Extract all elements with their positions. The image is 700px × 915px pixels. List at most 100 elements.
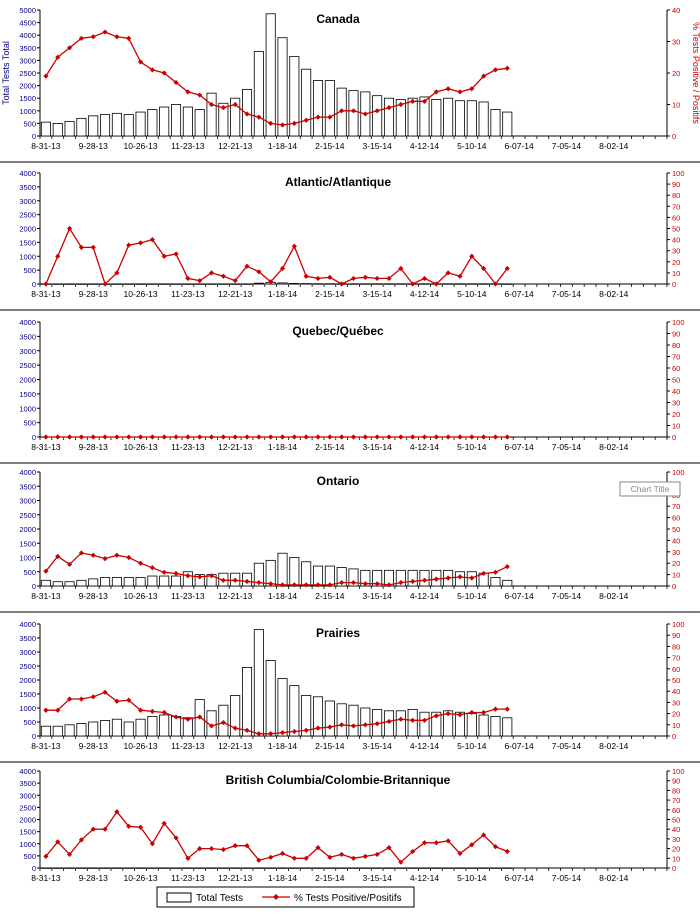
bar-total-tests xyxy=(419,96,430,137)
bar-total-tests xyxy=(194,283,205,285)
left-tick-label: 2000 xyxy=(19,816,36,825)
marker-pct-positive xyxy=(374,434,380,440)
bar-total-tests xyxy=(76,283,87,285)
marker-pct-positive xyxy=(173,714,179,720)
right-tick-label: 10 xyxy=(672,854,680,863)
marker-pct-positive xyxy=(185,716,191,722)
chart-title: British Columbia/Colombie-Britannique xyxy=(226,773,451,787)
left-tick-label: 2000 xyxy=(19,376,36,385)
marker-pct-positive xyxy=(457,273,463,279)
marker-pct-positive xyxy=(208,434,215,440)
right-tick-label: 100 xyxy=(672,620,685,629)
bar-total-tests xyxy=(218,283,229,285)
bar-total-tests xyxy=(478,714,489,737)
marker-pct-positive xyxy=(268,434,274,440)
bar-total-tests xyxy=(64,867,75,869)
marker-pct-positive xyxy=(43,568,49,574)
left-tick-label: 3000 xyxy=(19,648,36,657)
marker-pct-positive xyxy=(445,838,451,844)
x-tick-label: 8-31-13 xyxy=(31,289,61,299)
left-tick-label: 0 xyxy=(32,132,36,141)
marker-pct-positive xyxy=(398,265,404,272)
bar-total-tests xyxy=(395,569,406,587)
bar-total-tests xyxy=(76,117,87,137)
marker-pct-positive xyxy=(268,581,274,587)
bar-total-tests xyxy=(466,100,477,137)
left-tick-label: 4000 xyxy=(19,468,36,477)
marker-pct-positive xyxy=(421,98,428,104)
right-tick-label: 40 xyxy=(672,825,680,834)
bar-total-tests xyxy=(478,867,489,869)
marker-pct-positive xyxy=(421,434,428,440)
right-tick-label: 40 xyxy=(672,236,680,245)
marker-pct-positive xyxy=(197,714,203,720)
bar-total-tests xyxy=(230,695,241,737)
marker-pct-positive xyxy=(43,853,49,859)
right-tick-label: 10 xyxy=(672,422,680,431)
x-tick-label: 8-02-14 xyxy=(599,873,629,883)
marker-pct-positive xyxy=(232,278,238,284)
marker-pct-positive xyxy=(315,582,321,588)
marker-pct-positive xyxy=(78,550,85,556)
x-tick-label: 7-05-14 xyxy=(552,873,582,883)
left-tick-label: 2500 xyxy=(19,361,36,370)
bar-total-tests xyxy=(383,97,395,137)
left-tick-label: 2000 xyxy=(19,225,36,234)
marker-pct-positive xyxy=(90,34,96,40)
marker-pct-positive xyxy=(386,845,392,851)
bar-total-tests xyxy=(242,867,253,869)
right-tick-label: 40 xyxy=(672,6,680,15)
marker-pct-positive xyxy=(102,556,108,562)
marker-pct-positive xyxy=(445,434,451,440)
marker-pct-positive xyxy=(398,716,404,722)
x-tick-label: 11-23-13 xyxy=(171,591,205,601)
right-tick-label: 60 xyxy=(672,213,680,222)
bar-total-tests xyxy=(490,109,501,137)
marker-pct-positive xyxy=(244,727,250,733)
marker-pct-positive xyxy=(173,79,179,86)
legend-bar-label: Total Tests xyxy=(196,893,243,904)
marker-pct-positive xyxy=(78,434,85,440)
bar-total-tests xyxy=(443,283,454,285)
left-tick-label: 4000 xyxy=(19,620,36,629)
right-tick-label: 90 xyxy=(672,330,680,339)
x-tick-label: 6-07-14 xyxy=(504,591,534,601)
bar-total-tests xyxy=(40,867,51,869)
marker-pct-positive xyxy=(469,253,475,259)
chart-title: Quebec/Québec xyxy=(292,324,384,338)
right-tick-label: 0 xyxy=(672,582,676,591)
marker-pct-positive xyxy=(398,434,404,440)
marker-pct-positive xyxy=(197,574,203,580)
marker-pct-positive xyxy=(469,434,475,440)
marker-pct-positive xyxy=(327,114,333,120)
marker-pct-positive xyxy=(445,711,451,717)
right-tick-label: 10 xyxy=(672,101,680,110)
left-tick-label: 4500 xyxy=(19,19,36,28)
bar-total-tests xyxy=(40,579,51,587)
marker-pct-positive xyxy=(398,859,404,865)
x-tick-label: 8-02-14 xyxy=(599,741,629,751)
marker-pct-positive xyxy=(481,73,487,79)
bar-total-tests xyxy=(395,99,406,137)
bar-total-tests xyxy=(395,710,406,737)
marker-pct-positive xyxy=(220,577,226,583)
bar-total-tests xyxy=(111,112,122,137)
marker-pct-positive xyxy=(374,275,380,282)
right-tick-label: 0 xyxy=(672,132,676,141)
y-axis-left-title: Total Tests Total xyxy=(1,41,11,105)
x-tick-label: 1-18-14 xyxy=(268,289,298,299)
right-tick-label: 40 xyxy=(672,687,680,696)
marker-pct-positive xyxy=(185,434,191,440)
marker-pct-positive xyxy=(149,237,155,243)
marker-pct-positive xyxy=(78,696,85,702)
bar-total-tests xyxy=(277,37,288,137)
x-tick-label: 3-15-14 xyxy=(363,141,393,151)
bar-total-tests xyxy=(76,579,87,587)
marker-pct-positive xyxy=(149,67,155,73)
marker-pct-positive xyxy=(208,846,215,852)
marker-pct-positive xyxy=(256,731,262,737)
marker-pct-positive xyxy=(161,709,167,716)
bar-total-tests xyxy=(159,867,170,869)
bar-total-tests xyxy=(466,713,477,737)
marker-pct-positive xyxy=(362,853,368,859)
